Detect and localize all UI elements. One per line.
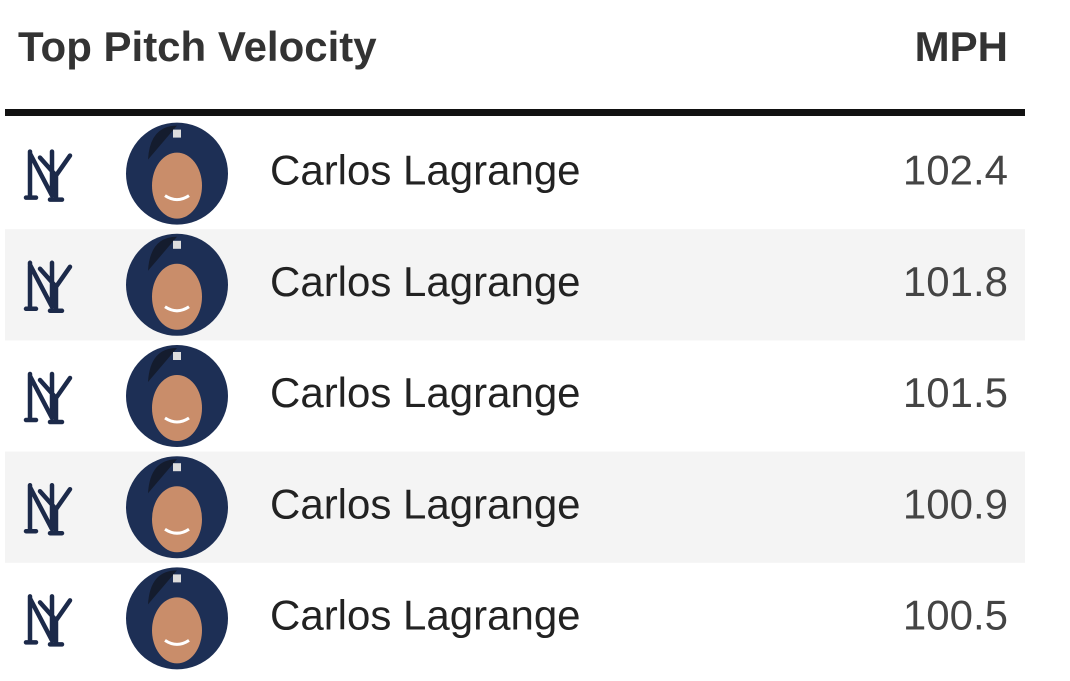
player-avatar xyxy=(126,345,228,447)
player-name: Carlos Lagrange xyxy=(270,258,581,305)
player-avatar xyxy=(126,456,228,559)
header-rule xyxy=(5,109,1025,116)
team-logo xyxy=(23,149,73,202)
row: Carlos Lagrange 100.9 xyxy=(5,451,1025,563)
row: Carlos Lagrange 101.8 xyxy=(5,229,1025,341)
avatar-cap xyxy=(148,125,177,160)
player-name: Carlos Lagrange xyxy=(270,591,581,638)
avatar-smile xyxy=(164,639,190,646)
header-title: Top Pitch Velocity xyxy=(18,23,377,70)
avatar-cap-logo xyxy=(173,129,181,138)
logo-shape xyxy=(23,594,73,647)
row: Carlos Lagrange 100.5 xyxy=(23,567,1008,670)
header-unit: MPH xyxy=(915,23,1008,70)
velocity-value: 102.4 xyxy=(903,147,1008,194)
logo-shape xyxy=(23,260,73,314)
logo-shape xyxy=(23,482,73,536)
player-avatar xyxy=(126,122,228,225)
row: Carlos Lagrange 102.4 xyxy=(23,122,1008,225)
avatar-cap xyxy=(148,570,177,605)
avatar-cap-logo xyxy=(173,463,181,472)
velocity-value: 101.5 xyxy=(903,369,1008,416)
logo-shape xyxy=(23,149,73,202)
row: Carlos Lagrange 101.5 xyxy=(23,345,1008,447)
avatar-cap-logo xyxy=(173,240,181,249)
velocity-value: 100.9 xyxy=(903,480,1008,527)
avatar-smile xyxy=(164,194,190,202)
avatar-cap xyxy=(148,459,177,494)
player-avatar xyxy=(126,567,228,670)
team-logo xyxy=(23,260,73,314)
avatar-face xyxy=(152,152,202,219)
team-logo xyxy=(23,371,73,425)
player-name: Carlos Lagrange xyxy=(270,369,581,416)
player-name: Carlos Lagrange xyxy=(270,480,581,527)
rows: Carlos Lagrange 102.4 Carlos Lagrange 101.8… xyxy=(5,122,1025,670)
avatar-cap-logo xyxy=(173,352,181,360)
avatar-cap xyxy=(148,236,177,271)
avatar-face xyxy=(152,597,202,664)
avatar-cap-logo xyxy=(173,574,181,583)
avatar-smile xyxy=(164,305,190,313)
avatar-cap xyxy=(148,348,177,382)
player-name: Carlos Lagrange xyxy=(270,147,581,194)
avatar-smile xyxy=(164,416,190,424)
avatar-face xyxy=(152,375,202,441)
velocity-value: 101.8 xyxy=(903,258,1008,305)
velocity-value: 100.5 xyxy=(903,591,1008,638)
team-logo xyxy=(23,594,73,647)
logo-shape xyxy=(23,371,73,425)
player-avatar xyxy=(126,233,228,336)
avatar-face xyxy=(152,486,202,553)
avatar-smile xyxy=(164,527,190,535)
team-logo xyxy=(23,482,73,536)
avatar-face xyxy=(152,263,202,330)
